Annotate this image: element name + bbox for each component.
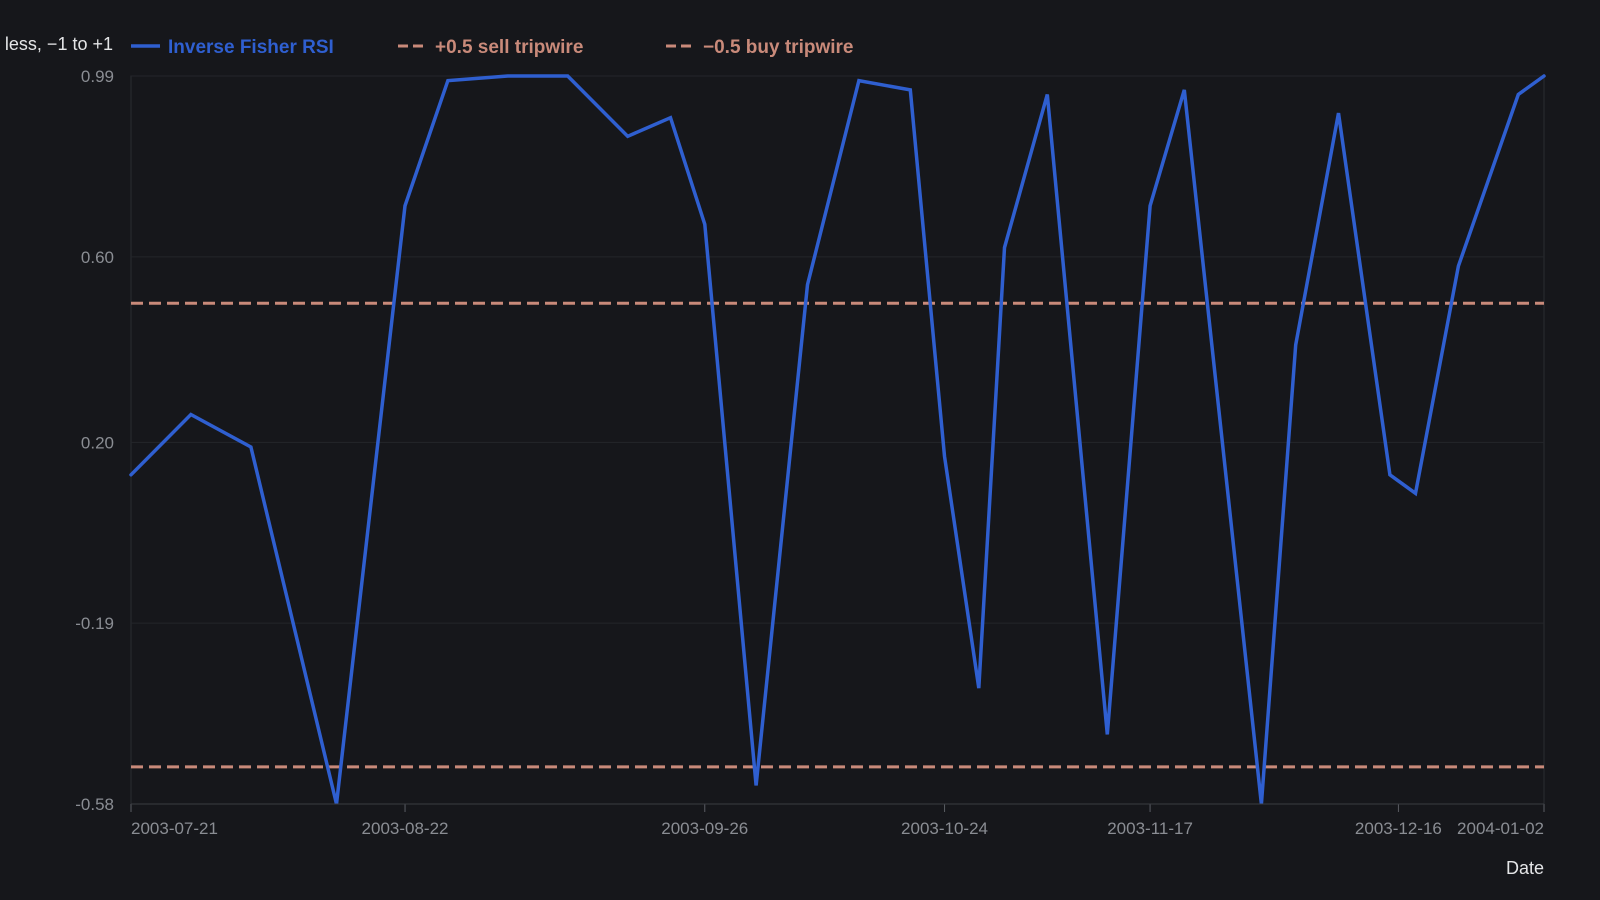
x-tick-label: 2003-10-24 xyxy=(901,819,988,838)
legend-item-buy-tripwire[interactable]: −0.5 buy tripwire xyxy=(666,37,853,58)
x-tick-label: 2004-01-02 xyxy=(1457,819,1544,838)
legend: Inverse Fisher RSI +0.5 sell tripwire −0… xyxy=(131,37,853,58)
x-tick-label: 2003-09-26 xyxy=(661,819,748,838)
x-tick-label: 2003-11-17 xyxy=(1107,819,1193,838)
x-tick-label: 2003-07-21 xyxy=(131,819,218,838)
y-tick-label: -0.19 xyxy=(75,614,114,633)
series-layer xyxy=(129,74,1546,805)
legend-item-rsi[interactable]: Inverse Fisher RSI xyxy=(131,37,334,58)
x-axis-ticks: 2003-07-21 2003-08-22 2003-09-26 2003-10-24… xyxy=(130,804,1545,838)
legend-label-buy-tripwire: −0.5 buy tripwire xyxy=(703,37,853,58)
y-tick-label: 0.20 xyxy=(81,433,114,452)
legend-item-sell-tripwire[interactable]: +0.5 sell tripwire xyxy=(398,37,583,58)
grid-lines xyxy=(131,75,1544,805)
plot-area xyxy=(130,75,1545,805)
x-tick-label: 2003-12-16 xyxy=(1355,819,1442,838)
y-tick-label: -0.58 xyxy=(75,795,114,814)
y-axis-title: less, −1 to +1 xyxy=(5,34,113,54)
y-tick-label: 0.60 xyxy=(81,248,114,267)
legend-label-rsi: Inverse Fisher RSI xyxy=(168,37,334,58)
y-tick-label: 0.99 xyxy=(81,67,114,86)
x-axis-title: Date xyxy=(1506,858,1544,878)
y-axis-ticks: 0.99 0.60 0.20 -0.19 -0.58 xyxy=(75,67,114,814)
x-tick-label: 2003-08-22 xyxy=(362,819,449,838)
series-line-inverse-fisher-rsi xyxy=(129,74,1546,805)
legend-label-sell-tripwire: +0.5 sell tripwire xyxy=(435,37,583,58)
